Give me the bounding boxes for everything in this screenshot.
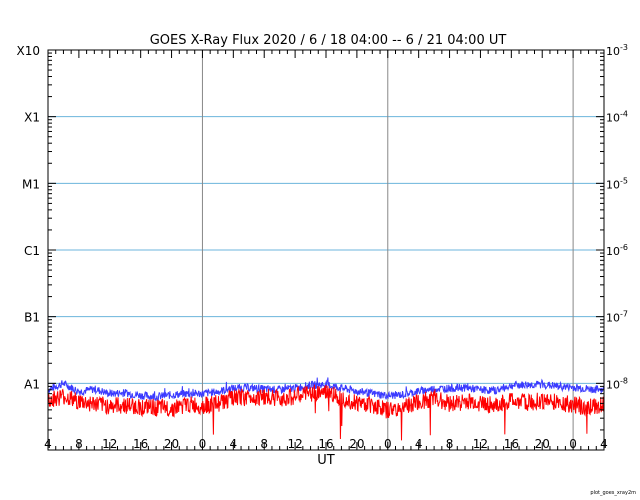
- y-left-label-2: M1: [22, 177, 40, 191]
- x-tick-label-14: 12: [473, 437, 488, 451]
- x-axis-label: UT: [317, 453, 335, 468]
- x-tick-label-12: 4: [415, 437, 423, 451]
- axis-layer: X10 X1 M1 C1 B1 A1 10-3 10-4 10-5 10-6 10-7 10-8 4 8 1…: [17, 43, 628, 451]
- y-right-label-4: 10-7: [606, 310, 628, 325]
- chart-title: GOES X-Ray Flux 2020 / 6 / 18 04:00 -- 6…: [150, 33, 507, 48]
- x-tick-label-11: 0: [384, 437, 392, 451]
- x-tick-label-8: 12: [287, 437, 302, 451]
- y-left-label-0: X10: [17, 44, 41, 58]
- y-left-label-3: C1: [24, 244, 40, 258]
- y-left-label-5: A1: [24, 377, 40, 391]
- x-tick-label-15: 16: [504, 437, 519, 451]
- x-tick-label-4: 20: [164, 437, 179, 451]
- y-left-label-1: X1: [24, 111, 40, 125]
- x-tick-label-9: 16: [318, 437, 333, 451]
- y-right-label-3: 10-6: [606, 243, 628, 258]
- x-tick-label-6: 4: [230, 437, 238, 451]
- x-tick-label-1: 8: [75, 437, 83, 451]
- x-tick-label-10: 20: [349, 437, 364, 451]
- x-tick-label-7: 8: [260, 437, 268, 451]
- y-right-label-2: 10-5: [606, 176, 628, 191]
- flux-series-0: [47, 377, 604, 402]
- series-layer: [47, 377, 604, 441]
- y-left-label-4: B1: [24, 311, 40, 325]
- y-right-label-1: 10-4: [606, 110, 628, 125]
- y-right-label-0: 10-3: [606, 43, 628, 58]
- plot-frame: [47, 49, 605, 451]
- x-tick-label-2: 12: [102, 437, 117, 451]
- x-tick-label-16: 20: [535, 437, 550, 451]
- flux-series-1: [47, 384, 604, 441]
- x-tick-label-13: 8: [446, 437, 454, 451]
- y-right-label-5: 10-8: [606, 376, 628, 391]
- footer-label: plot_goes_xray2m: [590, 490, 636, 496]
- x-tick-label-5: 0: [199, 437, 207, 451]
- x-tick-label-3: 16: [133, 437, 148, 451]
- x-tick-label-17: 0: [569, 437, 577, 451]
